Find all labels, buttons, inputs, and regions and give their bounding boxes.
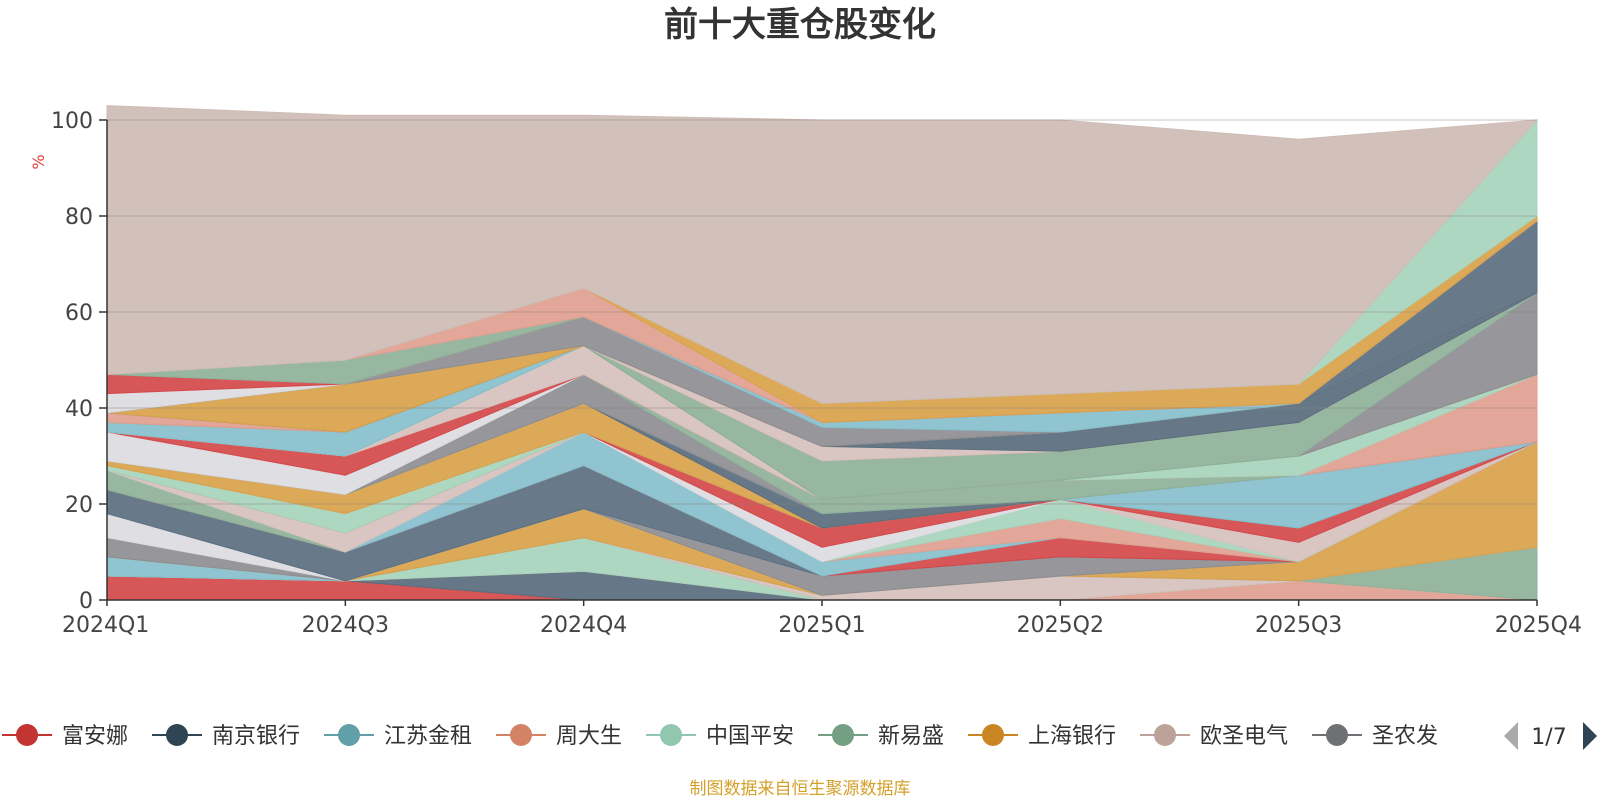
legend-item[interactable]: 富安娜: [2, 724, 128, 749]
legend-item[interactable]: 欧圣电气: [1140, 724, 1288, 749]
legend-item[interactable]: 江苏金租: [324, 724, 472, 749]
y-axis-label: %: [29, 154, 48, 169]
legend: 富安娜 南京银行 江苏金租 周大生 中国平安 新易盛 上海银行 欧圣电气 圣农发: [2, 724, 1438, 749]
y-tick-label: 20: [65, 493, 93, 518]
legend-label: 江苏金租: [384, 724, 472, 749]
legend-marker-icon: [832, 724, 854, 746]
area-layer: [106, 105, 1539, 601]
legend-label: 南京银行: [212, 724, 300, 749]
legend-item[interactable]: 南京银行: [152, 724, 300, 749]
legend-marker-icon: [166, 724, 188, 746]
legend-marker-icon: [660, 724, 682, 746]
legend-prev-icon[interactable]: [1504, 722, 1518, 750]
x-tick-label: 2025Q2: [1017, 613, 1104, 638]
legend-marker-icon: [338, 724, 360, 746]
y-tick-label: 40: [65, 397, 93, 422]
legend-label: 周大生: [556, 724, 622, 749]
legend-label: 新易盛: [878, 724, 944, 749]
x-tick-label: 2025Q1: [778, 613, 865, 638]
legend-label: 富安娜: [62, 724, 128, 749]
legend-item[interactable]: 周大生: [496, 724, 622, 749]
legend-marker-icon: [1154, 724, 1176, 746]
legend-item[interactable]: 圣农发: [1312, 724, 1438, 749]
legend-label: 中国平安: [706, 724, 794, 749]
area-series-s48: [106, 105, 1539, 404]
x-tick-label: 2024Q1: [62, 613, 149, 638]
x-tick-label: 2024Q3: [302, 613, 389, 638]
x-tick-label: 2025Q4: [1495, 613, 1582, 638]
chart-title: 前十大重仓股变化: [664, 5, 936, 45]
legend-label: 欧圣电气: [1200, 724, 1288, 749]
x-tick-labels: 2024Q1 2024Q3 2024Q4 2025Q1 2025Q2 2025Q3 2025…: [62, 613, 1582, 638]
legend-item[interactable]: 新易盛: [818, 724, 944, 749]
legend-marker-icon: [16, 724, 38, 746]
legend-label: 上海银行: [1028, 724, 1116, 749]
y-tick-label: 0: [79, 589, 93, 614]
legend-item[interactable]: 中国平安: [646, 724, 794, 749]
y-tick-label: 80: [65, 205, 93, 230]
legend-marker-icon: [510, 724, 532, 746]
legend-label: 圣农发: [1372, 724, 1438, 749]
legend-page-indicator: 1/7: [1531, 725, 1566, 750]
axes: [99, 119, 1538, 606]
legend-marker-icon: [1326, 724, 1348, 746]
x-tick-label: 2024Q4: [540, 613, 627, 638]
grid-lines: [107, 119, 1537, 505]
y-tick-label: 100: [51, 109, 93, 134]
legend-item[interactable]: 上海银行: [968, 724, 1116, 749]
legend-marker-icon: [982, 724, 1004, 746]
y-tick-labels: 0 20 40 60 80 100: [51, 109, 93, 614]
data-source-note: 制图数据来自恒生聚源数据库: [690, 779, 911, 799]
y-tick-label: 60: [65, 301, 93, 326]
x-tick-label: 2025Q3: [1255, 613, 1342, 638]
legend-pager: 1/7: [1504, 722, 1597, 750]
legend-next-icon[interactable]: [1583, 722, 1597, 750]
